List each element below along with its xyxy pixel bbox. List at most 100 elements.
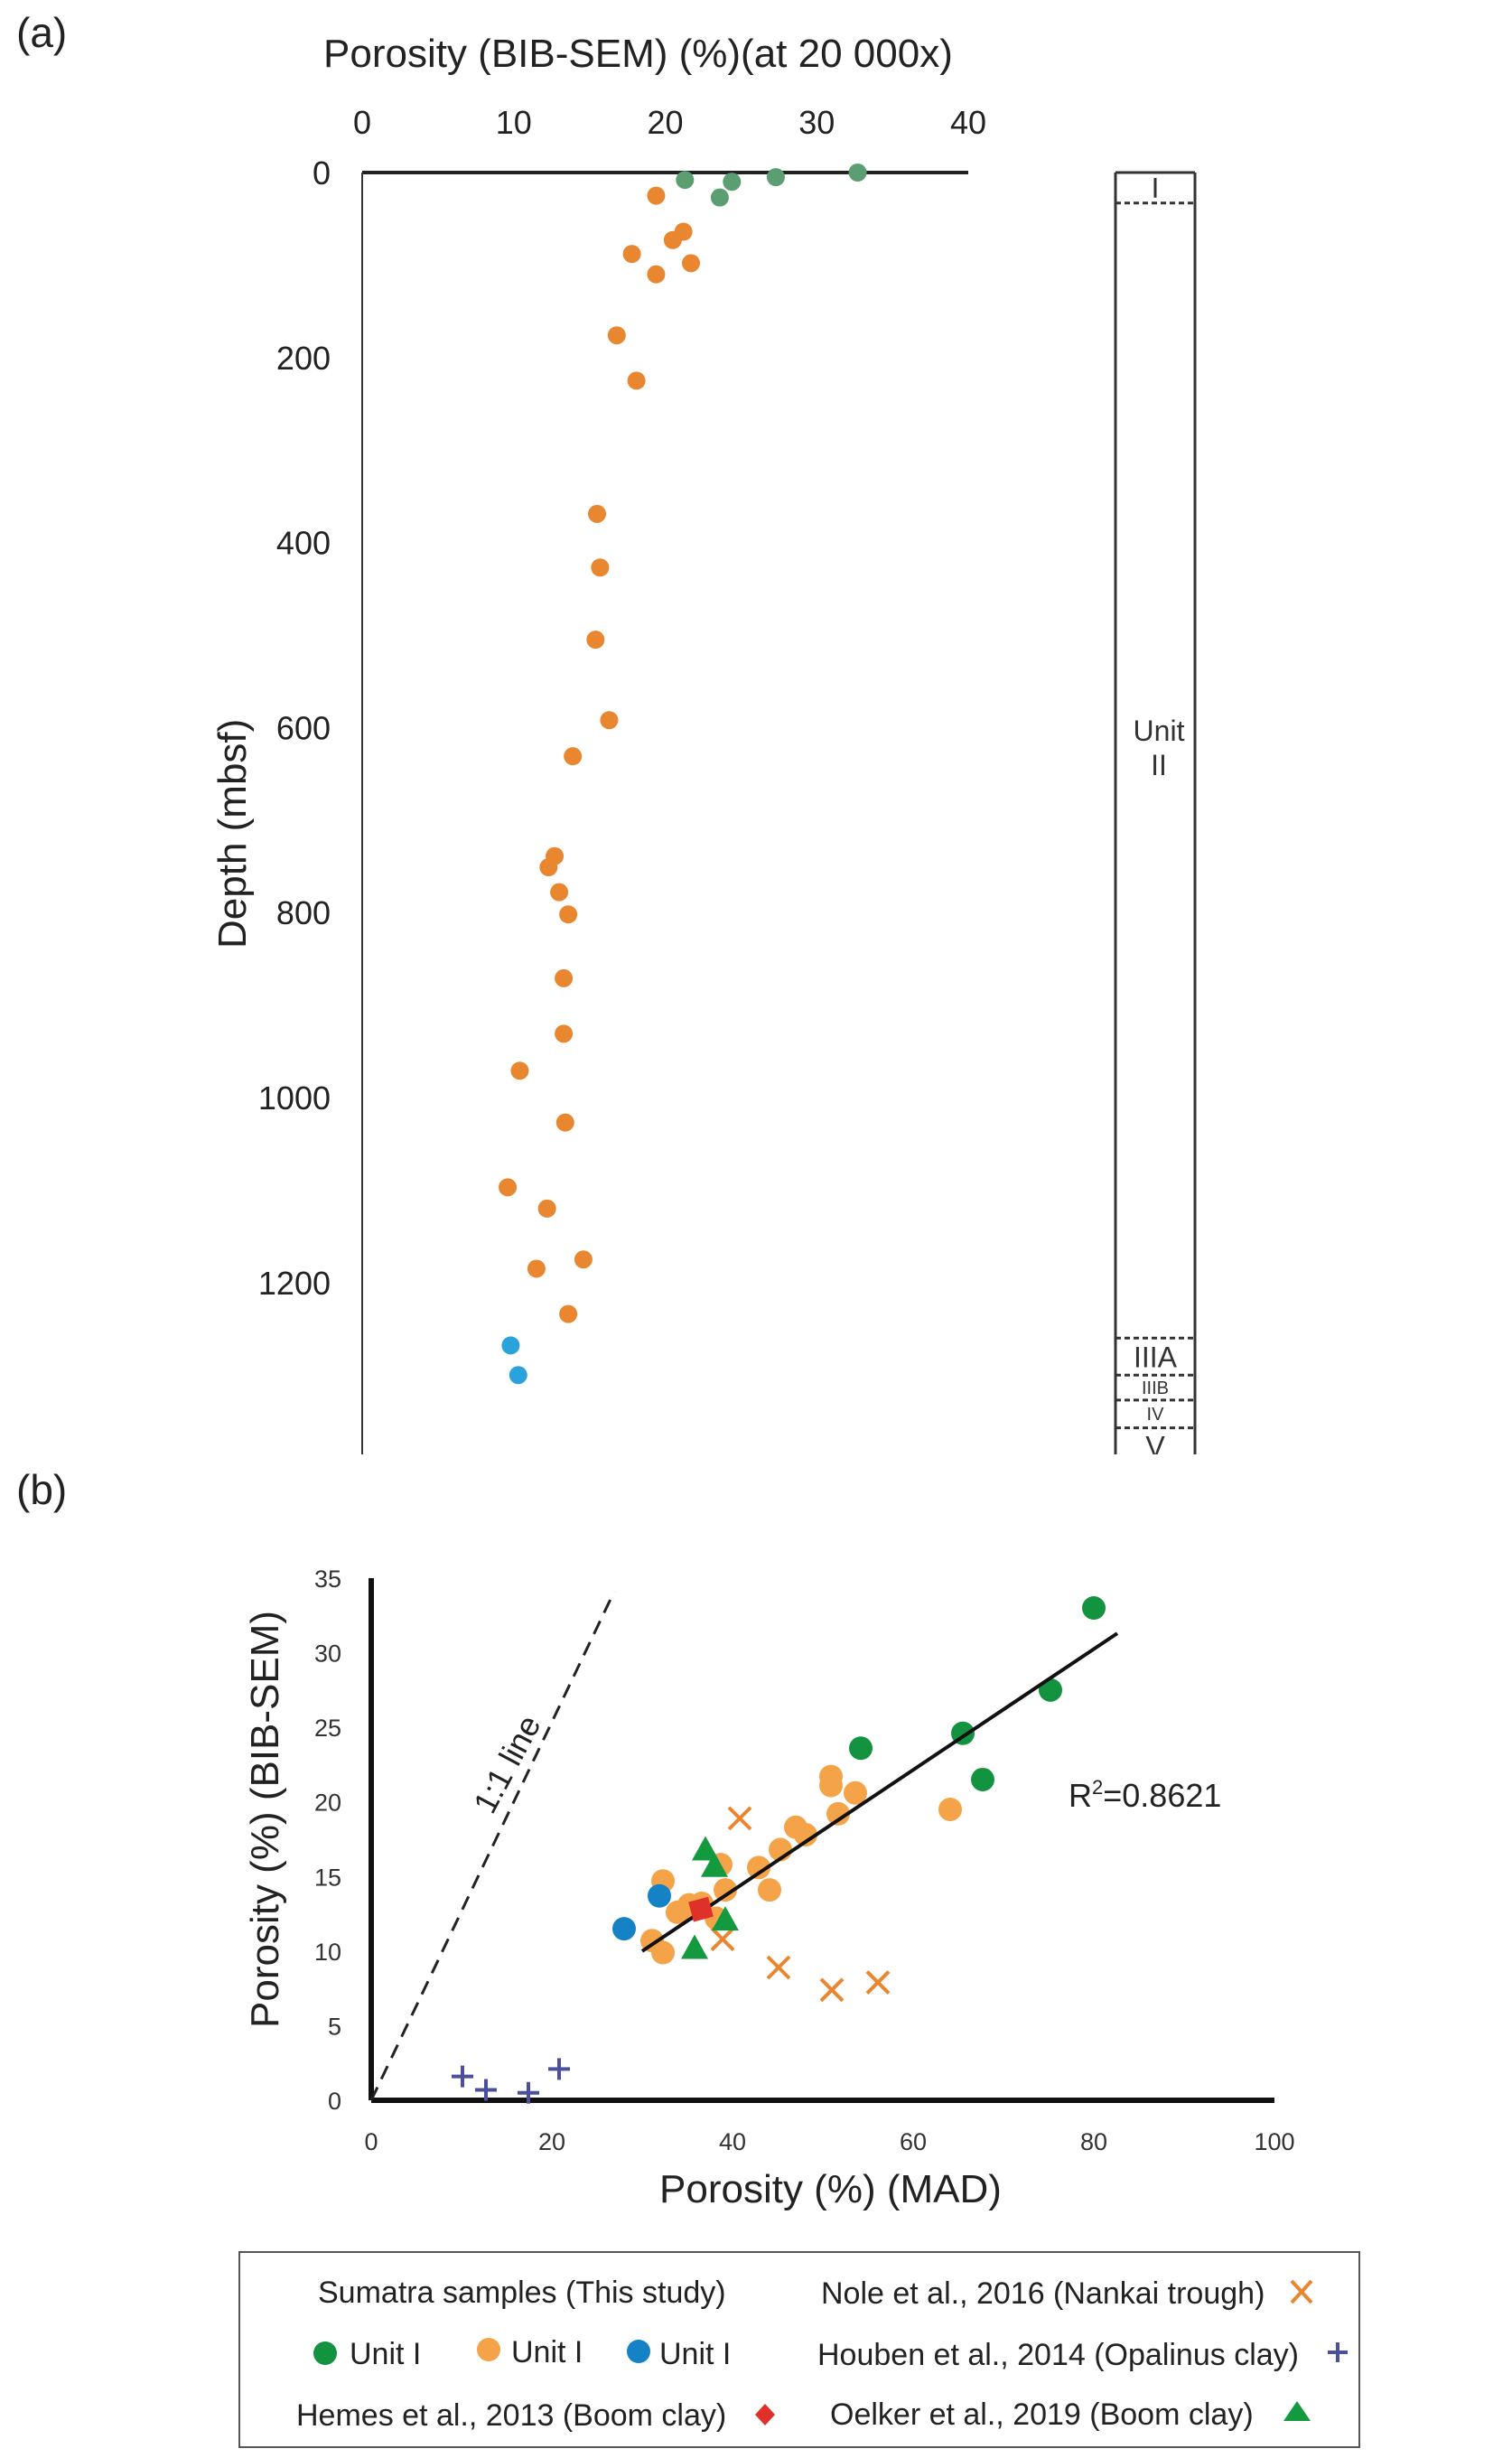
panel-a-point-unit-ii: [555, 1113, 574, 1132]
panel-a-point-unit-i: [723, 173, 742, 192]
panel-b-x-axis-title: Porosity (%) (MAD): [659, 2167, 1002, 2211]
panel-b-y-tick-label: 10: [314, 1939, 341, 1966]
panel-b-point-unit-green: [1039, 1678, 1062, 1702]
panel-b-point-hemes-et-al-diamond: [688, 1896, 714, 1922]
panel-b-x-tick-label: 0: [364, 2128, 378, 2155]
legend-box: [238, 2251, 1360, 2448]
panel-b-point-unit-green: [849, 1736, 873, 1761]
panel-a-point-unit-ii: [647, 186, 666, 205]
panel-a-point-unit-ii: [550, 883, 569, 902]
panel-b-point-unit-orange: [747, 1855, 770, 1880]
legend-marker-nole-x: [1290, 2279, 1313, 2304]
panel-a-y-tick-label: 600: [276, 709, 331, 746]
panel-b-y-tick-label: 15: [314, 1864, 341, 1891]
panel-b-point-oelker-et-al-triangle: [712, 1906, 739, 1931]
panel-b-point-unit-orange: [819, 1773, 843, 1798]
one-to-one-line-label: 1:1 line: [466, 1709, 548, 1819]
panel-b-point-unit-orange: [758, 1878, 781, 1902]
panel-b-point-oelker-et-al-triangle: [701, 1852, 728, 1877]
panel-b-point-nole-et-al-x: [727, 1806, 752, 1831]
panel-b-label: (b): [16, 1466, 67, 1513]
legend-marker-oelker-triangle: [1283, 2401, 1311, 2421]
panel-b-x-tick-label: 100: [1254, 2128, 1294, 2155]
panel-a-point-unit-ii: [607, 326, 626, 345]
panel-b-y-tick-label: 5: [328, 2013, 341, 2040]
panel-b-x-tick-label: 80: [1080, 2128, 1107, 2155]
panel-a-point-unit-ii: [555, 1024, 574, 1043]
panel-b-point-houben-et-al-plus: [518, 2081, 539, 2104]
panel-b-y-axis-title: Porosity (%) (BIB-SEM): [243, 1611, 287, 2028]
panel-a-label: (a): [16, 9, 67, 56]
panel-b-point-nole-et-al-x: [819, 1977, 845, 2003]
r-squared-prefix: R: [1069, 1777, 1092, 1814]
panel-a-y-axis-title: Depth (mbsf): [210, 719, 255, 949]
r-squared-value: =0.8621: [1103, 1777, 1221, 1814]
legend-marker-unit-blue: [627, 2340, 650, 2363]
legend-label-oelker: Oelker et al., 2019 (Boom clay): [830, 2397, 1254, 2432]
panel-a-point-unit-ii: [555, 968, 574, 987]
legend: Sumatra samples (This study) Unit I Unit…: [238, 2251, 1360, 2448]
panel-a-point-unit-ii: [559, 905, 578, 924]
panel-a-x-tick-label: 20: [647, 104, 683, 141]
legend-label-hemes: Hemes et al., 2013 (Boom clay): [296, 2398, 726, 2433]
panel-a-point-unit-i: [848, 164, 867, 182]
panel-a-x-tick-label: 10: [496, 104, 532, 141]
panel-b-point-oelker-et-al-triangle: [681, 1934, 708, 1959]
panel-b-point-unit-green: [971, 1767, 994, 1791]
panel-b-point-unit-orange: [651, 1940, 675, 1965]
legend-label-unit-green: Unit I: [350, 2337, 421, 2371]
panel-b-point-nole-et-al-x: [865, 1970, 891, 1995]
panel-a-point-unit-ii: [527, 1259, 546, 1278]
legend-label-unit-orange: Unit I: [511, 2335, 583, 2369]
panel-a-y-tick-label: 1000: [258, 1079, 331, 1117]
unit-label-iiib: IIIB: [1142, 1379, 1169, 1398]
panel-b-point-unit-blue: [612, 1917, 636, 1941]
panel-a-point-unit-ii: [574, 1250, 593, 1269]
panel-a-point-unit-ii: [586, 631, 605, 650]
panel-a-point-unit-ii: [499, 1178, 518, 1197]
panel-a-y-tick-label: 200: [276, 340, 331, 377]
panel-a-point-unit-i: [676, 171, 695, 190]
unit-label-line1: Unit: [1134, 715, 1185, 747]
panel-b-y-tick-label: 30: [314, 1640, 341, 1668]
panel-a-point-unit-i: [766, 168, 785, 187]
legend-marker-hemes-diamond: [755, 2404, 775, 2425]
unit-label-iiia: IIIA: [1134, 1341, 1178, 1374]
panel-a-point-unit-ii: [537, 1199, 556, 1218]
r-squared-superscript: 2: [1092, 1776, 1103, 1799]
panel-a-point-unit-ii: [588, 504, 607, 523]
panel-a-point-unit-ii: [559, 1304, 578, 1323]
legend-label-nole: Nole et al., 2016 (Nankai trough): [821, 2276, 1265, 2311]
legend-marker-unit-green: [313, 2341, 337, 2365]
panel-a-x-tick-label: 30: [798, 104, 835, 141]
panel-a-x-axis-title: Porosity (BIB-SEM) (%)(at 20 000x): [323, 32, 953, 76]
panel-a-x-tick-label: 40: [950, 104, 986, 141]
unit-label-line2: II: [1151, 749, 1167, 781]
panel-b-point-nole-et-al-x: [766, 1955, 791, 1980]
panel-b-y-tick-label: 35: [314, 1565, 341, 1593]
unit-label-iv: IV: [1147, 1405, 1165, 1425]
panel-b-y-tick-label: 25: [314, 1715, 341, 1742]
panel-b-point-nole-et-al-x: [710, 1927, 735, 1952]
panel-b-point-unit-orange: [938, 1797, 962, 1821]
panel-a-x-tick-label: 0: [353, 104, 371, 141]
panel-b-y-tick-label: 20: [314, 1790, 341, 1817]
panel-a-point-unit-ii: [539, 858, 558, 877]
panel-b-point-unit-blue: [648, 1883, 671, 1908]
panel-a-point-unit-i: [710, 188, 729, 207]
legend-marker-unit-orange: [477, 2338, 500, 2361]
panel-b-point-houben-et-al-plus: [452, 2065, 473, 2088]
one-to-one-line: [369, 1591, 616, 2101]
panel-b-point-unit-orange: [714, 1878, 737, 1902]
panel-b-point-unit-orange: [826, 1801, 850, 1826]
panel-a-point-unit-ii: [591, 558, 610, 577]
panel-a-y-tick-label: 1200: [258, 1265, 331, 1302]
panel-a-point-unit-iii: [509, 1366, 527, 1385]
legend-marker-houben-plus: [1328, 2342, 1348, 2362]
panel-a-point-unit-ii: [564, 747, 583, 766]
panel-b-point-unit-green: [1082, 1596, 1106, 1621]
panel-a-point-unit-iii: [501, 1336, 520, 1355]
